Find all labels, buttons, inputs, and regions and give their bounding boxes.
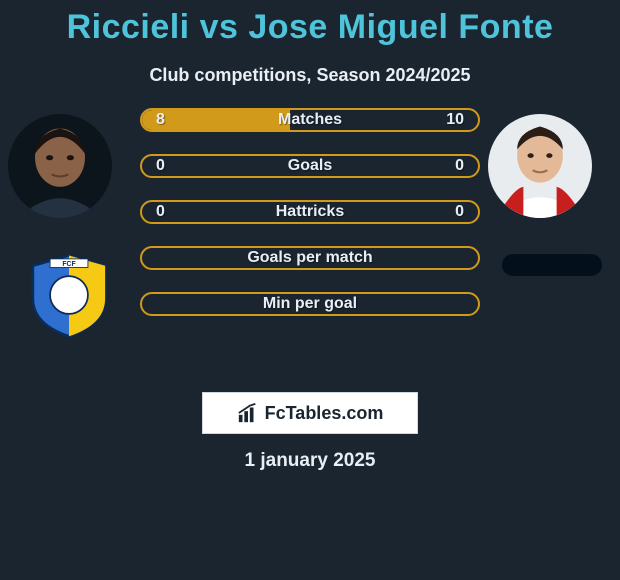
watermark-text: FcTables.com: [265, 403, 384, 424]
chart-icon: [237, 402, 259, 424]
shield-icon: FCF: [26, 252, 112, 338]
player-photo-right: [488, 114, 592, 218]
svg-text:FCF: FCF: [62, 261, 75, 268]
player-photo-left: [8, 114, 112, 218]
date-line: 1 january 2025: [0, 450, 620, 472]
avatar-right-icon: [488, 114, 592, 218]
avatar-left-icon: [8, 114, 112, 218]
watermark: FcTables.com: [202, 392, 418, 434]
stat-rows: 8 Matches 10 0 Goals 0 0 Hattricks 0 Goa…: [140, 108, 480, 338]
stat-label: Goals: [142, 156, 478, 176]
compare-area: FCF 8 Matches 10 0 Goals 0 0 Hattricks 0: [0, 120, 620, 380]
stat-value-right: 0: [441, 202, 478, 222]
page-title: Riccieli vs Jose Miguel Fonte: [0, 8, 620, 47]
stat-label: Goals per match: [142, 248, 478, 268]
stat-row-matches: 8 Matches 10: [140, 108, 480, 132]
stat-row-mpg: Min per goal: [140, 292, 480, 316]
stat-row-goals: 0 Goals 0: [140, 154, 480, 178]
subtitle: Club competitions, Season 2024/2025: [0, 65, 620, 86]
stat-label: Hattricks: [142, 202, 478, 222]
club-badge-right: [502, 254, 602, 276]
stat-value-right: 0: [441, 156, 478, 176]
stat-row-gpm: Goals per match: [140, 246, 480, 270]
stat-value-right: 10: [432, 110, 478, 130]
club-badge-left: FCF: [26, 252, 112, 338]
stat-label: Min per goal: [142, 294, 478, 314]
stat-row-hattricks: 0 Hattricks 0: [140, 200, 480, 224]
stat-label: Matches: [142, 110, 478, 130]
